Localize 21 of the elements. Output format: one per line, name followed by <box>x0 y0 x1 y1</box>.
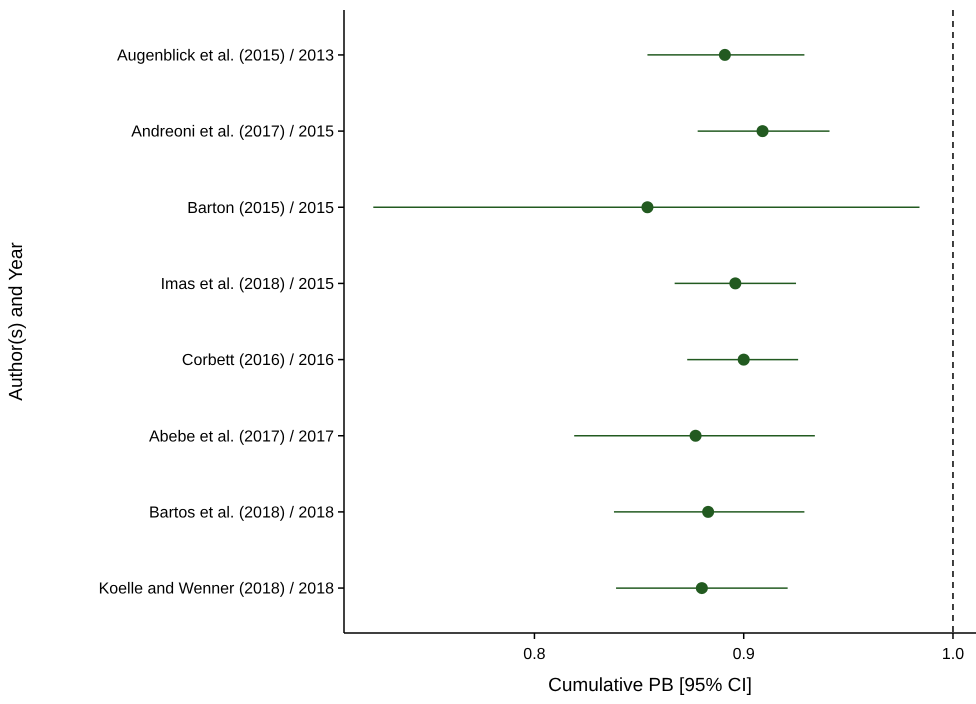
point <box>641 201 654 214</box>
point <box>756 125 769 138</box>
y-tick-label: Barton (2015) / 2015 <box>187 200 334 217</box>
y-tick-label: Imas et al. (2018) / 2015 <box>160 276 334 294</box>
y-tick-label: Koelle and Wenner (2018) / 2018 <box>98 580 334 598</box>
point <box>738 354 750 366</box>
x-tick-label: 1.0 <box>942 646 964 663</box>
x-tick-label: 0.8 <box>523 646 546 663</box>
point <box>729 277 742 290</box>
point <box>696 582 708 594</box>
x-axis-title: Cumulative PB [95% CI] <box>548 675 752 696</box>
point <box>690 430 702 442</box>
y-tick-label: Corbett (2016) / 2016 <box>182 352 334 370</box>
y-tick-label: Abebe et al. (2017) / 2017 <box>148 428 334 446</box>
y-axis-title: Author(s) and Year <box>6 242 27 401</box>
y-tick-label: Bartos et al. (2018) / 2018 <box>149 504 334 522</box>
point <box>718 48 731 61</box>
y-tick-label: Augenblick et al. (2015) / 2013 <box>116 48 334 65</box>
x-tick-label: 0.9 <box>732 646 755 663</box>
point <box>702 506 714 518</box>
y-tick-label: Andreoni et al. (2017) / 2015 <box>131 124 334 141</box>
